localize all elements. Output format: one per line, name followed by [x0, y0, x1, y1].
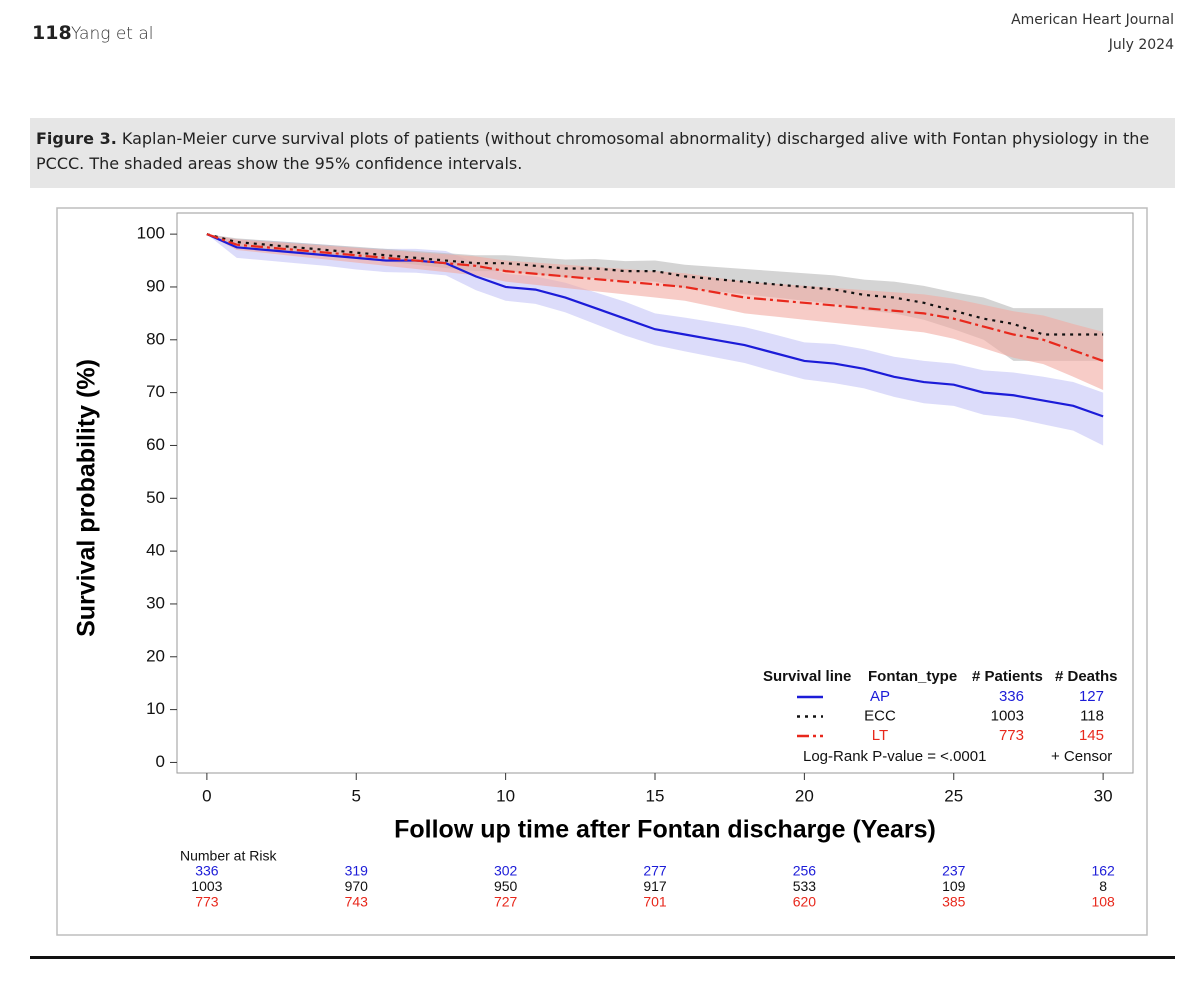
x-axis-label: Follow up time after Fontan discharge (Y… [394, 816, 936, 844]
y-tick-label: 40 [146, 541, 165, 560]
legend-name: LT [872, 727, 888, 744]
x-tick-label: 30 [1094, 786, 1113, 805]
y-tick-label: 30 [146, 593, 165, 612]
figure-frame [56, 207, 1148, 936]
confidence-band [206, 234, 1104, 446]
survival-line [206, 233, 1104, 362]
y-tick-label: 60 [146, 435, 165, 454]
at-risk-value: 302 [494, 863, 518, 879]
y-tick-label: 80 [146, 329, 165, 348]
at-risk-value: 1003 [191, 878, 222, 894]
y-tick-label: 70 [146, 382, 165, 401]
bottom-rule [30, 956, 1175, 959]
legend-header: # Patients [972, 668, 1043, 685]
caption-text: Kaplan-Meier curve survival plots of pat… [36, 129, 1150, 173]
at-risk-value: 970 [345, 878, 369, 894]
at-risk-value: 773 [195, 894, 219, 910]
at-risk-title: Number at Risk [180, 848, 277, 864]
legend-deaths: 145 [1079, 727, 1104, 744]
legend-name: ECC [864, 707, 896, 724]
at-risk-value: 162 [1091, 863, 1115, 879]
legend-patients: 336 [999, 688, 1024, 705]
at-risk-value: 620 [793, 894, 817, 910]
at-risk-value: 533 [793, 878, 817, 894]
x-tick-label: 20 [795, 786, 814, 805]
at-risk-value: 385 [942, 894, 966, 910]
at-risk-value: 109 [942, 878, 966, 894]
at-risk-value: 319 [345, 863, 369, 879]
legend-header: Survival line [763, 668, 851, 685]
y-tick-label: 0 [156, 752, 165, 771]
authors: Yang et al [71, 24, 154, 44]
legend-patients: 773 [999, 727, 1024, 744]
x-tick-label: 5 [352, 786, 361, 805]
y-tick-label: 100 [137, 224, 165, 243]
at-risk-value: 336 [195, 863, 219, 879]
page-number: 118 [32, 22, 72, 44]
y-axis-label: Survival probability (%) [73, 359, 101, 637]
censor-legend: + Censor [1051, 748, 1112, 765]
y-tick-label: 90 [146, 276, 165, 295]
at-risk-value: 108 [1091, 894, 1115, 910]
y-tick-label: 50 [146, 488, 165, 507]
y-tick-label: 10 [146, 699, 165, 718]
survival-line [206, 233, 1104, 336]
date: July 2024 [1108, 37, 1174, 53]
confidence-band [206, 234, 1104, 390]
at-risk-value: 256 [793, 863, 817, 879]
legend-name: AP [870, 688, 890, 705]
journal: American Heart Journal [1011, 12, 1174, 28]
at-risk-value: 727 [494, 894, 518, 910]
at-risk-value: 701 [643, 894, 667, 910]
x-tick-label: 0 [202, 786, 211, 805]
y-tick-label: 20 [146, 646, 165, 665]
legend-patients: 1003 [991, 707, 1024, 724]
legend-header: Fontan_type [868, 668, 957, 685]
at-risk-value: 743 [345, 894, 369, 910]
x-tick-label: 25 [944, 786, 963, 805]
at-risk-value: 237 [942, 863, 966, 879]
at-risk-value: 950 [494, 878, 518, 894]
legend-deaths: 118 [1080, 707, 1104, 724]
figure-caption: Figure 3. Kaplan-Meier curve survival pl… [30, 118, 1175, 188]
survival-line [206, 233, 1104, 418]
legend-header: # Deaths [1055, 668, 1118, 685]
legend-deaths: 127 [1079, 688, 1104, 705]
at-risk-value: 277 [643, 863, 667, 879]
x-tick-label: 15 [646, 786, 665, 805]
at-risk-value: 917 [643, 878, 667, 894]
figure-label: Figure 3. [36, 129, 117, 148]
x-tick-label: 10 [496, 786, 515, 805]
p-value: Log-Rank P-value = <.0001 [803, 748, 986, 765]
at-risk-value: 8 [1099, 878, 1107, 894]
